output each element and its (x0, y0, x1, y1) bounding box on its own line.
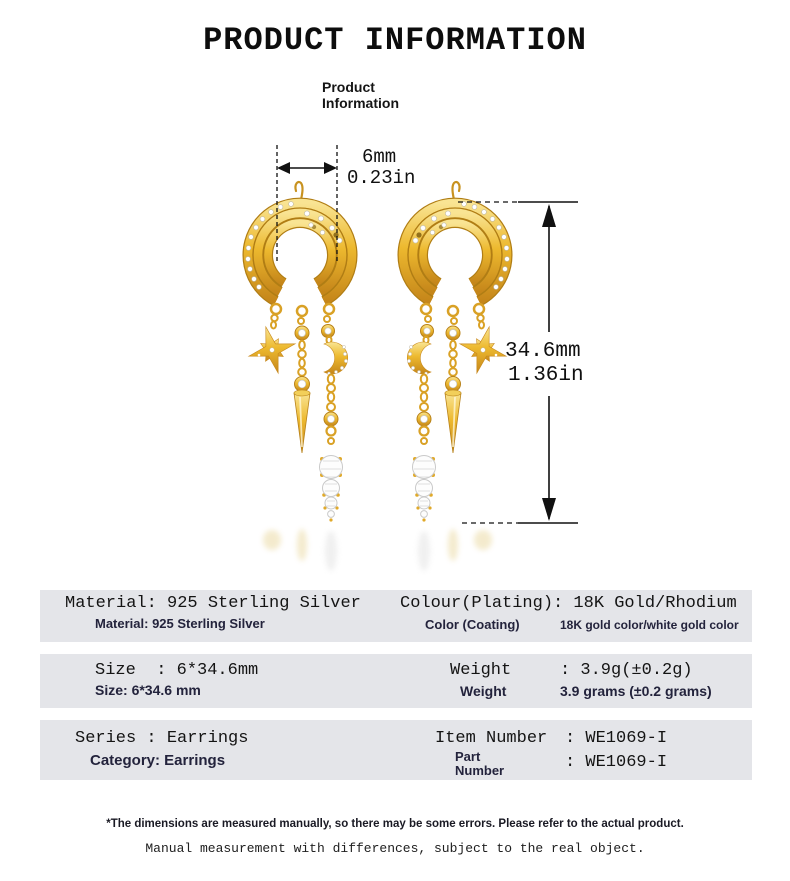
page-subtitle: Product Information (322, 79, 399, 111)
weight-primary-value: : 3.9g(±0.2g) (560, 661, 693, 680)
spec-row-size: Size : 6*34.6mm Size: 6*34.6 mm Weight :… (40, 654, 752, 708)
left-earring (246, 182, 352, 571)
material-secondary: Material: 925 Sterling Silver (95, 616, 265, 631)
size-secondary: Size: 6*34.6 mm (95, 682, 201, 698)
size-primary: Size : 6*34.6mm (95, 661, 259, 680)
height-label-mm: 34.6mm (505, 340, 581, 363)
spec-row-series: Series : Earrings Category: Earrings Ite… (40, 720, 752, 780)
series-secondary: Category: Earrings (90, 752, 226, 769)
part-number-secondary-value: : WE1069-I (565, 753, 668, 772)
width-dimension-lines (276, 145, 338, 262)
spec-row-material: Material: 925 Sterling Silver Material: … (40, 590, 752, 642)
right-earring (403, 182, 509, 571)
material-primary: Material: 925 Sterling Silver (65, 594, 361, 613)
width-label-mm: 6mm (362, 146, 397, 168)
weight-secondary-value: 3.9 grams (±0.2 grams) (560, 683, 712, 699)
page-title: PRODUCT INFORMATION (203, 22, 587, 59)
width-label-in: 0.23in (347, 167, 416, 189)
weight-primary-label: Weight (450, 661, 512, 680)
colour-secondary-value: 18K gold color/white gold color (560, 618, 739, 632)
colour-primary: Colour(Plating): 18K Gold/Rhodium (400, 594, 737, 613)
disclaimer-note-mono: Manual measurement with differences, sub… (145, 841, 645, 856)
colour-secondary-label: Color (Coating) (425, 617, 520, 632)
disclaimer-note-bold: *The dimensions are measured manually, s… (106, 818, 684, 830)
part-number-secondary-label: Part Number (455, 749, 505, 778)
weight-secondary-label: Weight (460, 683, 507, 699)
height-label-in: 1.36in (508, 364, 584, 387)
series-primary: Series : Earrings (75, 729, 249, 748)
item-number-primary-value: : WE1069-I (565, 729, 668, 748)
height-dimension-lines (458, 201, 578, 524)
item-number-primary-label: Item Number (435, 729, 548, 748)
